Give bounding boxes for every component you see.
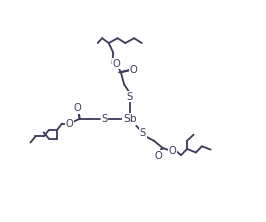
Text: O: O <box>66 119 74 129</box>
Text: Sb: Sb <box>123 114 136 124</box>
Text: O: O <box>168 146 176 156</box>
Text: O: O <box>155 151 162 161</box>
Text: O: O <box>73 103 81 113</box>
Text: S: S <box>127 92 133 102</box>
Text: O: O <box>129 65 137 75</box>
Text: S: S <box>140 128 146 138</box>
Text: O: O <box>113 59 120 69</box>
Text: S: S <box>101 114 107 124</box>
